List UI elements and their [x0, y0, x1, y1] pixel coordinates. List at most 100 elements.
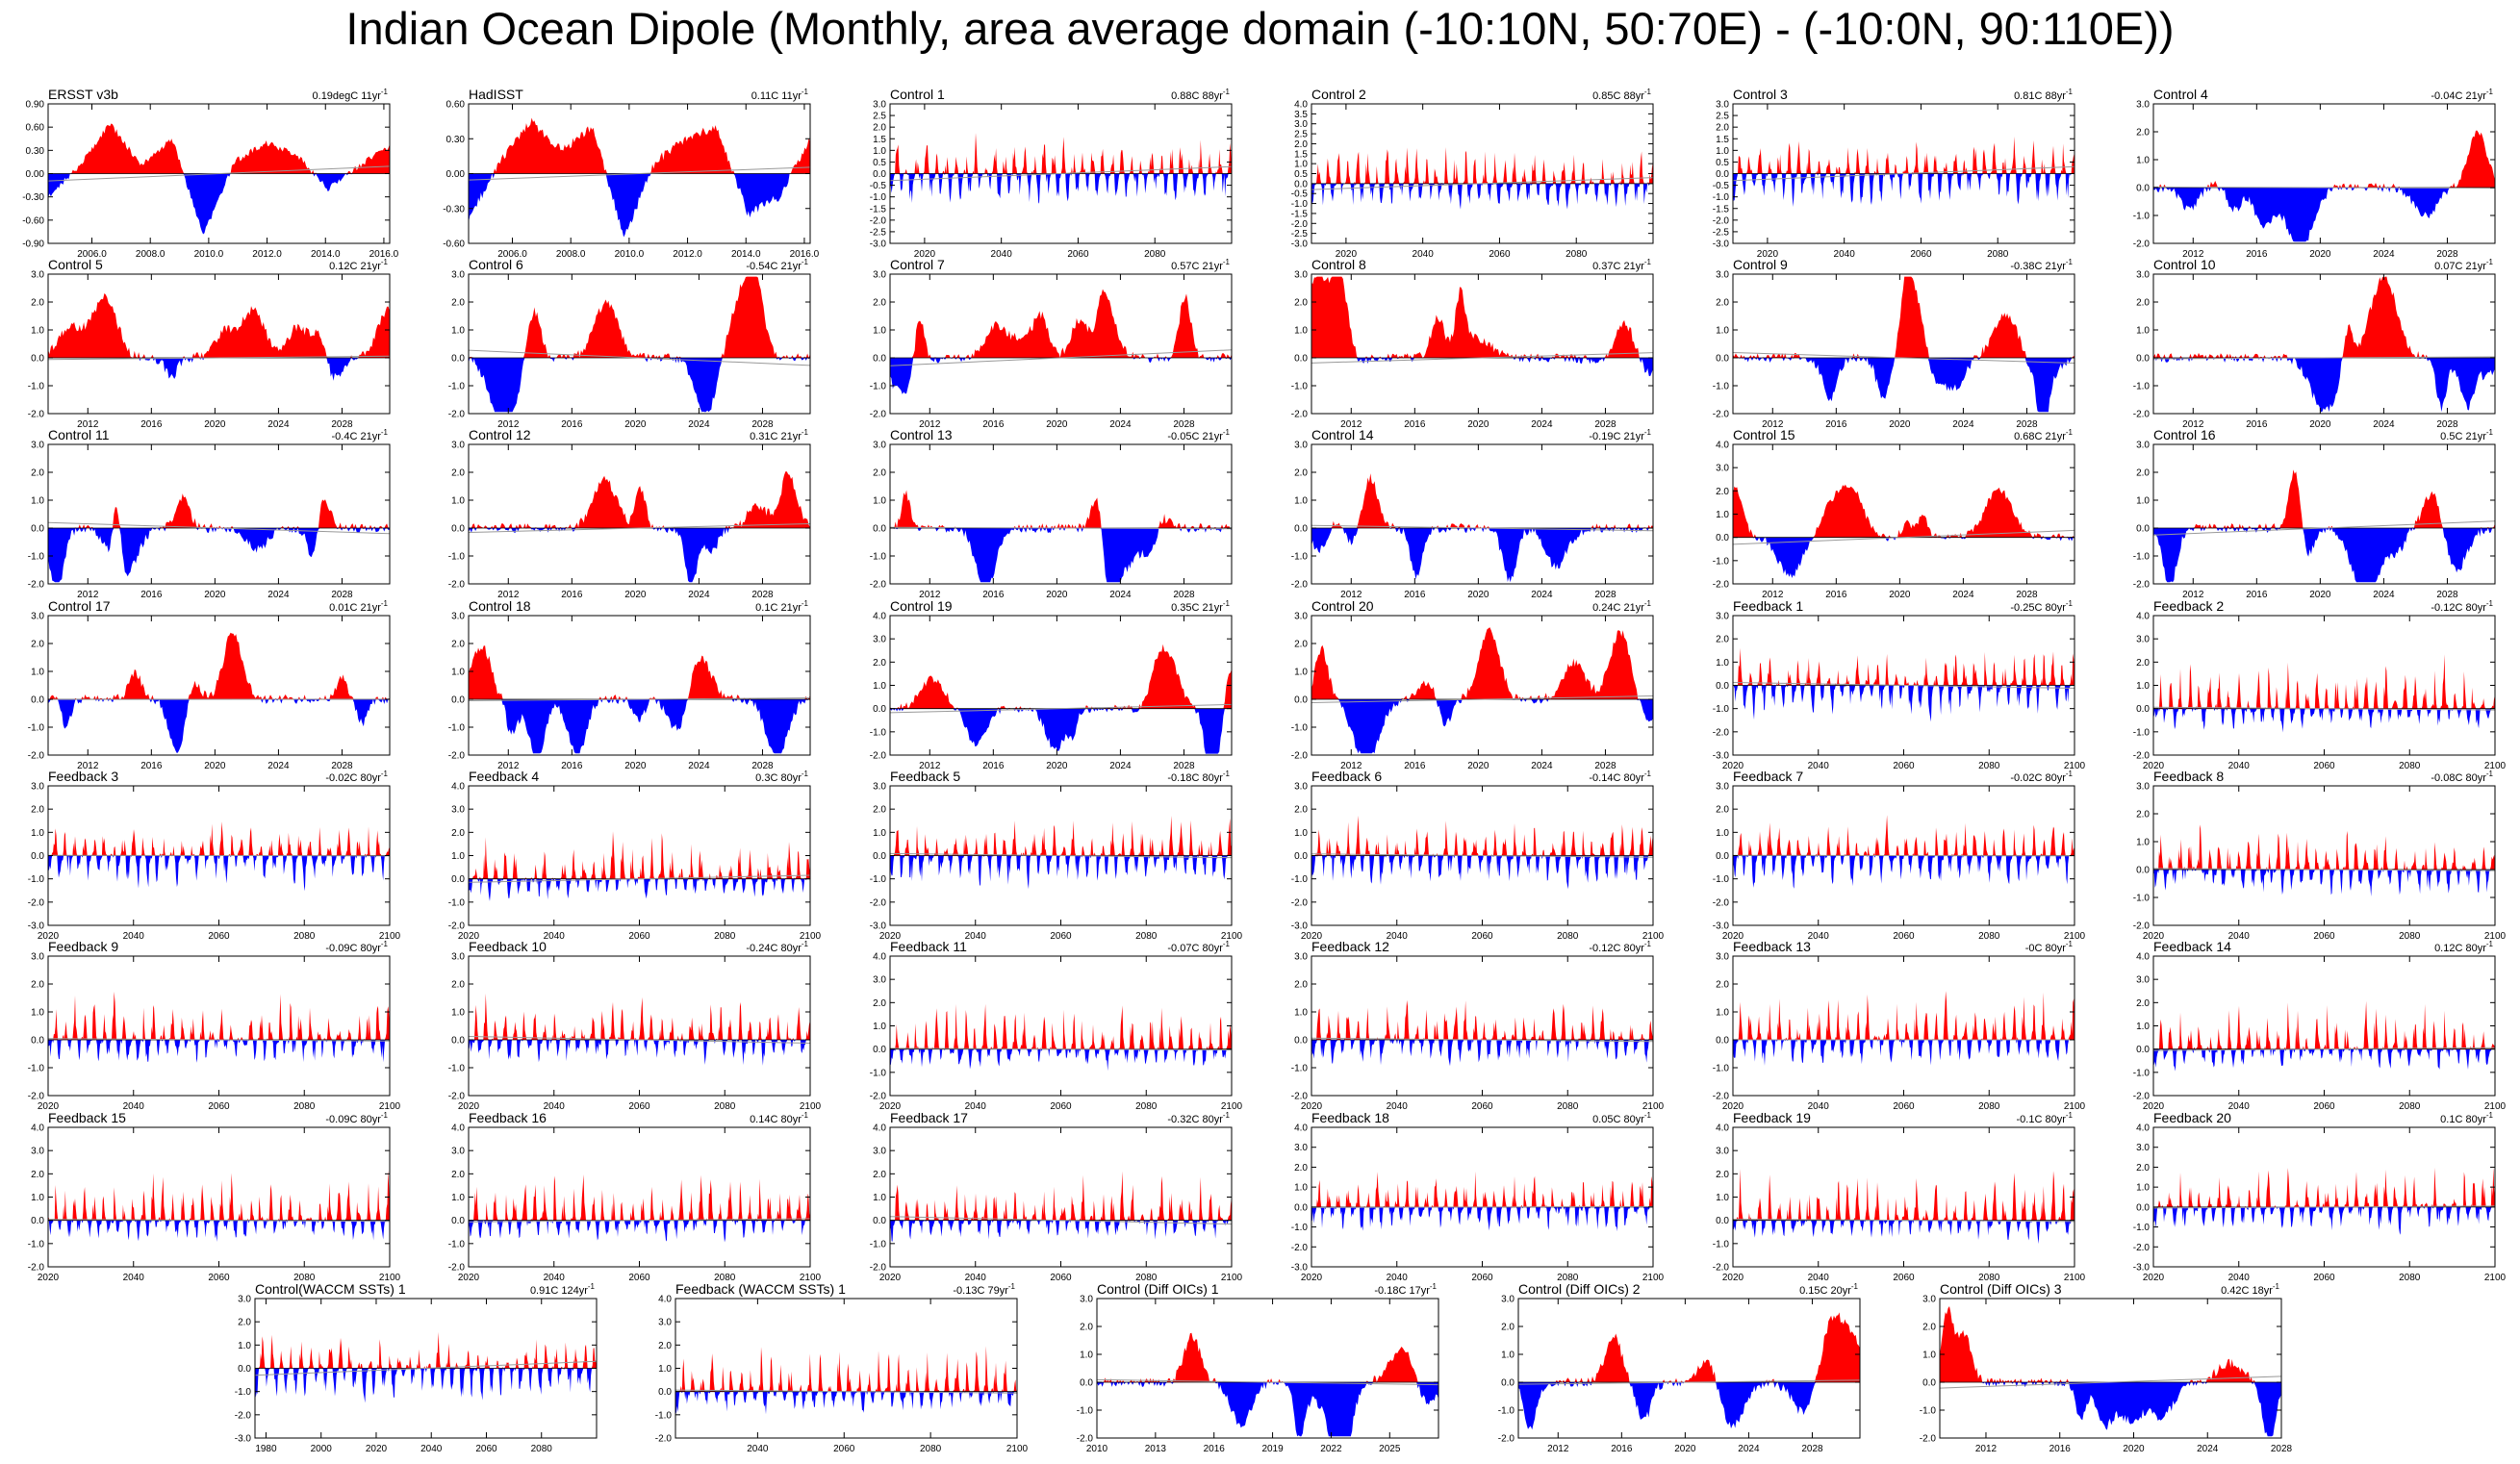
- negative-anomaly-area: [48, 358, 390, 381]
- y-tick-label: 0.0: [1716, 681, 1729, 692]
- y-tick-label: -1.0: [1498, 1406, 1515, 1417]
- y-tick-label: -2.0: [1291, 410, 1309, 420]
- x-tick-label: 2020: [1046, 419, 1068, 430]
- y-tick-label: -1.5: [870, 204, 887, 215]
- y-tick-label: -2.0: [1291, 580, 1309, 591]
- y-tick-label: -0.5: [1713, 181, 1730, 191]
- y-tick-label: -1.0: [1291, 552, 1309, 563]
- x-tick-label: 2080: [920, 1444, 942, 1454]
- x-tick-label: 2080: [1557, 1273, 1579, 1283]
- panel-name: Feedback 14: [2153, 939, 2231, 954]
- x-tick-label: 2060: [1050, 931, 1072, 942]
- positive-anomaly-area: [1733, 647, 2075, 686]
- trend-line: [889, 1048, 1233, 1051]
- positive-anomaly-area: [1311, 627, 1653, 699]
- y-tick-label: 0.0: [238, 1364, 251, 1375]
- panel-name: Feedback 7: [1733, 769, 1803, 784]
- x-tick-label: 2020: [1301, 1101, 1323, 1112]
- panel-feedback-10: Feedback 10 -0.24C 80yr-1 3.0 2.0 1.0 0.0 -1.0…: [448, 939, 822, 1112]
- y-tick-label: 1.0: [2136, 326, 2150, 337]
- y-tick-label: -1.0: [1713, 192, 1730, 203]
- y-tick-label: -2.5: [1291, 229, 1309, 240]
- negative-anomaly-area: [1311, 699, 1653, 754]
- trend-line: [468, 349, 811, 366]
- panel-feedback-2: Feedback 2 -0.12C 80yr-1 4.0 3.0 2.0 1.0 0.0 -1…: [2133, 598, 2507, 771]
- y-tick-label: 3.0: [873, 1147, 886, 1157]
- x-tick-label: 2060: [1489, 249, 1511, 260]
- x-tick-label: 2020: [2143, 1101, 2165, 1112]
- trend-annotation: -0.54C 21yr-1: [746, 258, 808, 272]
- x-tick-label: 2019: [1261, 1444, 1284, 1454]
- y-tick-label: 0.00: [26, 169, 45, 180]
- positive-anomaly-area: [2153, 824, 2495, 870]
- panel-hadisst: HadISST 0.11C 11yr-1 0.60 0.30 0.00 -0.30 -0.6…: [443, 87, 819, 260]
- panel-feedback-9: Feedback 9 -0.09C 80yr-1 3.0 2.0 1.0 0.0 -1.0 -…: [28, 939, 401, 1112]
- panel-name: Feedback 20: [2153, 1110, 2231, 1125]
- y-tick-label: -2.0: [870, 751, 887, 762]
- x-tick-label: 2020: [1467, 590, 1489, 600]
- trend-annotation: -0.19C 21yr-1: [1589, 428, 1651, 442]
- y-tick-label: 4.0: [2136, 1123, 2150, 1134]
- trend-annotation: -0.13C 79yr-1: [953, 1282, 1015, 1297]
- y-tick-label: 1.0: [2136, 681, 2150, 692]
- trend-annotation: 0.01C 21yr-1: [329, 599, 388, 614]
- y-tick-label: 1.0: [873, 1022, 886, 1032]
- y-tick-label: 1.0: [2136, 1183, 2150, 1194]
- y-tick-label: 3.0: [1294, 782, 1308, 793]
- x-tick-label: 2012.0: [252, 249, 282, 260]
- y-tick-label: 4.0: [31, 1123, 44, 1134]
- y-tick-label: 1.0: [658, 1364, 672, 1375]
- x-tick-label: 2020: [2143, 1273, 2165, 1283]
- y-tick-label: 1.0: [873, 828, 886, 839]
- x-tick-label: 2016: [1404, 761, 1426, 771]
- x-tick-label: 2020: [458, 931, 480, 942]
- x-tick-label: 2080: [1987, 249, 2009, 260]
- y-tick-label: -1.0: [2133, 1068, 2151, 1078]
- panel-feedback-13: Feedback 13 -0C 80yr-1 3.0 2.0 1.0 0.0 -1.0 -2.…: [1713, 939, 2086, 1112]
- x-tick-label: 2016.0: [369, 249, 399, 260]
- panel-feedback-5: Feedback 5 -0.18C 80yr-1 3.0 2.0 1.0 0.0 -1.0 -…: [870, 769, 1243, 942]
- y-tick-label: 0.30: [26, 146, 45, 157]
- x-tick-label: 2024: [267, 590, 290, 600]
- trend-line: [47, 355, 391, 361]
- y-tick-label: 0.0: [1294, 695, 1308, 706]
- x-tick-label: 2016: [1404, 590, 1426, 600]
- x-tick-label: 2040: [2228, 931, 2251, 942]
- panel-name: Feedback 15: [48, 1110, 126, 1125]
- y-tick-label: 1.0: [31, 496, 44, 507]
- trend-line: [2152, 1047, 2496, 1051]
- y-tick-label: 1.0: [873, 681, 886, 692]
- y-tick-label: 2.5: [1716, 112, 1729, 122]
- panel-control-10: Control 10 0.07C 21yr-1 3.0 2.0 1.0 0.0 -1.0 -2…: [2133, 257, 2496, 430]
- x-tick-label: 2100: [1221, 931, 1243, 942]
- y-tick-label: 1.0: [238, 1341, 251, 1351]
- trend-annotation: 0.5C 21yr-1: [2440, 428, 2493, 442]
- y-tick-label: 3.5: [1294, 110, 1308, 120]
- x-tick-label: 2040: [747, 1444, 769, 1454]
- y-tick-label: -2.0: [1291, 219, 1309, 230]
- negative-anomaly-area: [1733, 1040, 2075, 1066]
- y-tick-label: 2.0: [1716, 298, 1729, 309]
- y-tick-label: -3.0: [870, 921, 887, 932]
- y-tick-label: 3.0: [873, 782, 886, 793]
- plot-frame: [2152, 273, 2496, 415]
- panel-feedback-12: Feedback 12 -0.12C 80yr-1 3.0 2.0 1.0 0.0 -1.0…: [1291, 939, 1665, 1112]
- panel-name: Control 7: [890, 257, 945, 272]
- y-tick-label: 3.0: [1716, 100, 1729, 111]
- y-tick-label: -1.0: [1713, 1064, 1730, 1074]
- y-tick-label: 2.0: [1080, 1323, 1093, 1333]
- x-tick-label: 2024: [1952, 590, 1974, 600]
- x-tick-label: 2020: [624, 419, 647, 430]
- positive-anomaly-area: [48, 1170, 390, 1221]
- y-tick-label: 2.0: [1294, 139, 1308, 150]
- x-tick-label: 2008.0: [136, 249, 165, 260]
- trend-line: [2152, 1205, 2496, 1209]
- y-tick-label: 1.0: [873, 326, 886, 337]
- y-tick-label: -0.30: [22, 192, 44, 203]
- y-tick-label: 0.5: [1294, 169, 1308, 180]
- y-tick-label: 4.0: [1716, 1123, 1729, 1134]
- panel-control-waccm-ssts-1: Control(WACCM SSTs) 1 0.91C 124yr-1 3.0 2.0…: [235, 1281, 598, 1454]
- panel-name: Feedback 18: [1311, 1110, 1389, 1125]
- y-tick-label: 1.0: [1294, 1008, 1308, 1019]
- negative-anomaly-area: [48, 528, 390, 583]
